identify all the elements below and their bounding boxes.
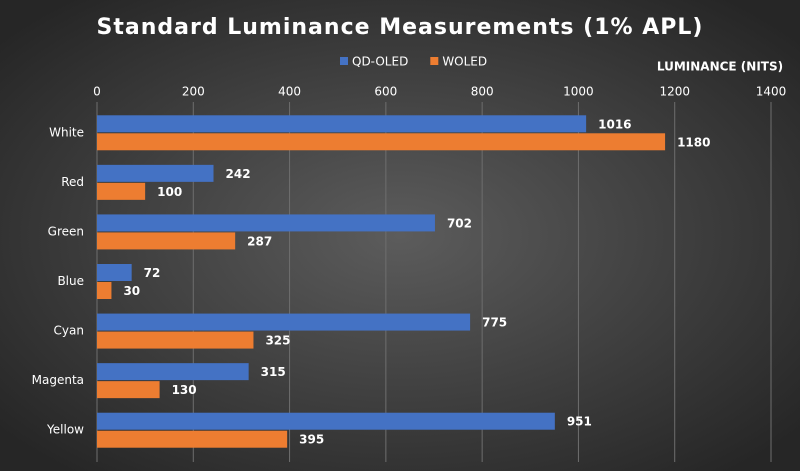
value-label: 72 <box>144 266 161 280</box>
x-tick-label: 600 <box>374 85 397 99</box>
value-label: 325 <box>265 334 290 348</box>
value-label: 100 <box>157 185 182 199</box>
legend-swatch <box>430 57 439 65</box>
bar <box>97 264 132 281</box>
value-label: 775 <box>482 316 507 330</box>
value-label: 1180 <box>677 135 710 149</box>
x-tick-label: 800 <box>471 85 494 99</box>
y-tick-label: Yellow <box>46 423 84 437</box>
value-label: 702 <box>447 216 472 230</box>
bar <box>97 430 288 448</box>
legend-label: WOLED <box>442 55 487 69</box>
bar <box>97 282 112 299</box>
axis-label: LUMINANCE (NITS) <box>657 60 783 74</box>
value-label: 1016 <box>598 117 631 131</box>
x-tick-label: 1400 <box>756 85 787 99</box>
y-tick-label: Magenta <box>32 373 84 387</box>
y-tick-label: Green <box>48 224 84 238</box>
x-tick-label: 1000 <box>563 85 594 99</box>
value-label: 395 <box>299 433 324 447</box>
bar <box>97 164 214 182</box>
bar <box>97 115 587 133</box>
bar <box>97 182 146 200</box>
x-tick-label: 0 <box>93 85 101 99</box>
chart-title: Standard Luminance Measurements (1% APL) <box>97 15 704 40</box>
y-tick-label: Blue <box>57 274 84 288</box>
value-label: 951 <box>567 415 592 429</box>
value-label: 130 <box>172 383 197 397</box>
x-tick-label: 1200 <box>659 85 690 99</box>
bar <box>97 381 160 399</box>
y-tick-label: Cyan <box>54 324 84 338</box>
legend-swatch <box>340 57 348 65</box>
value-label: 287 <box>247 234 272 248</box>
y-tick-label: Red <box>61 175 84 189</box>
value-label: 30 <box>123 284 140 298</box>
bar <box>97 133 666 151</box>
value-label: 242 <box>226 167 251 181</box>
value-label: 315 <box>261 365 286 379</box>
bar <box>97 363 249 381</box>
legend-label: QD-OLED <box>352 55 408 69</box>
bar <box>97 331 254 349</box>
x-tick-label: 400 <box>278 85 301 99</box>
y-tick-label: White <box>49 125 84 139</box>
bar <box>97 214 435 232</box>
x-tick-label: 200 <box>182 85 205 99</box>
bar <box>97 232 236 250</box>
bar <box>97 313 471 331</box>
legend: QD-OLED WOLED <box>340 55 487 69</box>
bar <box>97 412 555 430</box>
